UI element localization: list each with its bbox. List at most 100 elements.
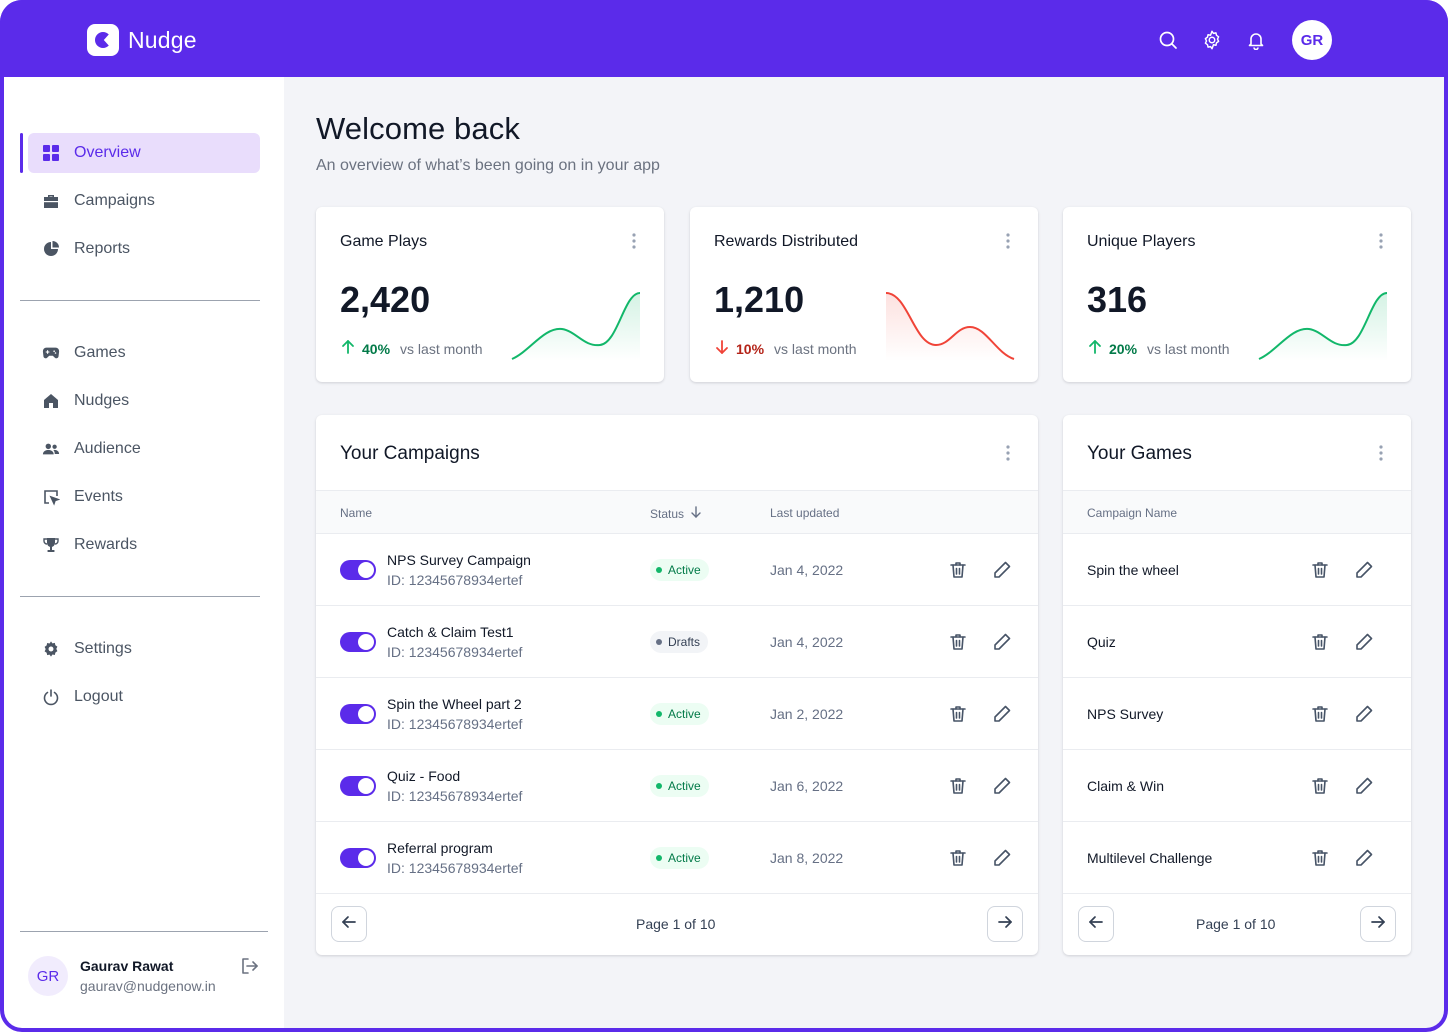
table-row: Quiz — [1063, 606, 1411, 678]
panel-title: Your Games — [1087, 443, 1192, 464]
table-row: Claim & Win — [1063, 750, 1411, 822]
sidebar-item-campaigns[interactable]: Campaigns — [28, 181, 260, 221]
edit-icon[interactable] — [990, 702, 1014, 726]
previous-page-button[interactable] — [1078, 906, 1114, 942]
status-badge: Drafts — [650, 631, 709, 653]
stat-card-unique-players: Unique Players 316 20% vs last month — [1063, 207, 1411, 382]
sidebar-item-rewards[interactable]: Rewards — [28, 525, 260, 565]
column-header-campaign-name[interactable]: Campaign Name — [1087, 506, 1178, 520]
arrow-down-icon — [690, 506, 702, 521]
sparkline-chart — [511, 292, 641, 361]
kebab-menu-icon[interactable] — [1006, 445, 1010, 466]
edit-icon[interactable] — [1352, 630, 1376, 654]
column-header-updated[interactable]: Last updated — [770, 506, 840, 520]
edit-icon[interactable] — [990, 558, 1014, 582]
campaign-toggle[interactable] — [340, 776, 376, 796]
bell-icon[interactable] — [1242, 20, 1270, 60]
campaign-toggle[interactable] — [340, 704, 376, 724]
trash-icon[interactable] — [1308, 846, 1332, 870]
kebab-menu-icon[interactable] — [1006, 233, 1010, 254]
game-name: Multilevel Challenge — [1087, 850, 1213, 866]
trash-icon[interactable] — [946, 702, 970, 726]
stat-value: 1,210 — [714, 279, 805, 320]
table-row: NPS Survey Campaign ID: 12345678934ertef… — [316, 534, 1038, 606]
edit-icon[interactable] — [1352, 774, 1376, 798]
kebab-menu-icon[interactable] — [1379, 445, 1383, 466]
arrow-up-icon — [1087, 339, 1103, 358]
sidebar-item-logout[interactable]: Logout — [28, 677, 260, 717]
stat-title: Game Plays — [340, 233, 428, 250]
stat-change: 10% vs last month — [714, 339, 857, 358]
edit-icon[interactable] — [990, 630, 1014, 654]
kebab-menu-icon[interactable] — [1379, 233, 1383, 254]
sidebar-item-label: Campaigns — [74, 192, 155, 209]
trash-icon[interactable] — [946, 558, 970, 582]
campaign-name: Catch & Claim Test1 — [387, 624, 514, 640]
status-badge: Active — [650, 775, 709, 797]
kebab-menu-icon[interactable] — [632, 233, 636, 254]
page-subtitle: An overview of what’s been going on in y… — [316, 157, 660, 174]
campaign-name: Spin the Wheel part 2 — [387, 696, 522, 712]
column-header-status[interactable]: Status — [650, 506, 702, 521]
stat-change-period: vs last month — [1147, 340, 1230, 357]
arrow-down-icon — [714, 339, 730, 358]
sidebar-item-nudges[interactable]: Nudges — [28, 381, 260, 421]
sidebar-item-settings[interactable]: Settings — [28, 629, 260, 669]
app-logo[interactable]: Nudge — [87, 24, 197, 56]
trash-icon[interactable] — [1308, 702, 1332, 726]
sidebar-item-events[interactable]: Events — [28, 477, 260, 517]
column-header-name[interactable]: Name — [340, 506, 373, 520]
user-email: gaurav@nudgenow.in — [80, 978, 216, 994]
campaigns-panel: Your Campaigns Name Status Last updated … — [316, 415, 1038, 955]
table-row: Spin the wheel — [1063, 534, 1411, 606]
stat-card-game-plays: Game Plays 2,420 40% vs last month — [316, 207, 664, 382]
gear-icon[interactable] — [1198, 20, 1226, 60]
trash-icon[interactable] — [1308, 774, 1332, 798]
trash-icon[interactable] — [946, 774, 970, 798]
edit-icon[interactable] — [1352, 558, 1376, 582]
last-updated: Jan 2, 2022 — [770, 706, 844, 722]
next-page-button[interactable] — [1360, 906, 1396, 942]
trash-icon[interactable] — [946, 846, 970, 870]
edit-icon[interactable] — [990, 846, 1014, 870]
game-name: Spin the wheel — [1087, 562, 1179, 578]
trophy-icon — [42, 536, 60, 554]
stat-change-period: vs last month — [400, 340, 483, 357]
sidebar-item-label: Rewards — [74, 536, 138, 553]
users-icon — [42, 440, 60, 458]
panel-title: Your Campaigns — [340, 443, 480, 464]
avatar[interactable]: GR — [1292, 20, 1332, 60]
sidebar-item-games[interactable]: Games — [28, 333, 260, 373]
campaign-toggle[interactable] — [340, 560, 376, 580]
logo-mark-icon — [87, 24, 119, 56]
last-updated: Jan 6, 2022 — [770, 778, 844, 794]
stat-value: 316 — [1087, 279, 1148, 320]
edit-icon[interactable] — [1352, 702, 1376, 726]
campaign-toggle[interactable] — [340, 848, 376, 868]
status-badge: Active — [650, 847, 709, 869]
sidebar: Overview Campaigns Reports Games Nudg — [4, 77, 284, 1028]
avatar[interactable]: GR — [28, 956, 68, 996]
edit-icon[interactable] — [990, 774, 1014, 798]
sidebar-item-label: Logout — [74, 688, 123, 705]
sidebar-item-label: Overview — [74, 144, 141, 161]
sidebar-item-overview[interactable]: Overview — [28, 133, 260, 173]
edit-icon[interactable] — [1352, 846, 1376, 870]
search-icon[interactable] — [1154, 20, 1182, 60]
table-row: Quiz - Food ID: 12345678934ertef Active … — [316, 750, 1038, 822]
trash-icon[interactable] — [1308, 630, 1332, 654]
sparkline-chart — [885, 292, 1015, 361]
trash-icon[interactable] — [1308, 558, 1332, 582]
sidebar-item-reports[interactable]: Reports — [28, 229, 260, 269]
previous-page-button[interactable] — [331, 906, 367, 942]
table-header: Name Status Last updated — [316, 490, 1038, 534]
sidebar-divider — [20, 300, 260, 301]
page-header: Welcome back An overview of what’s been … — [316, 111, 660, 175]
sidebar-item-audience[interactable]: Audience — [28, 429, 260, 469]
campaign-toggle[interactable] — [340, 632, 376, 652]
trash-icon[interactable] — [946, 630, 970, 654]
table-row: Spin the Wheel part 2 ID: 12345678934ert… — [316, 678, 1038, 750]
next-page-button[interactable] — [987, 906, 1023, 942]
campaign-id: ID: 12345678934ertef — [387, 860, 523, 876]
logout-icon[interactable] — [240, 956, 260, 981]
